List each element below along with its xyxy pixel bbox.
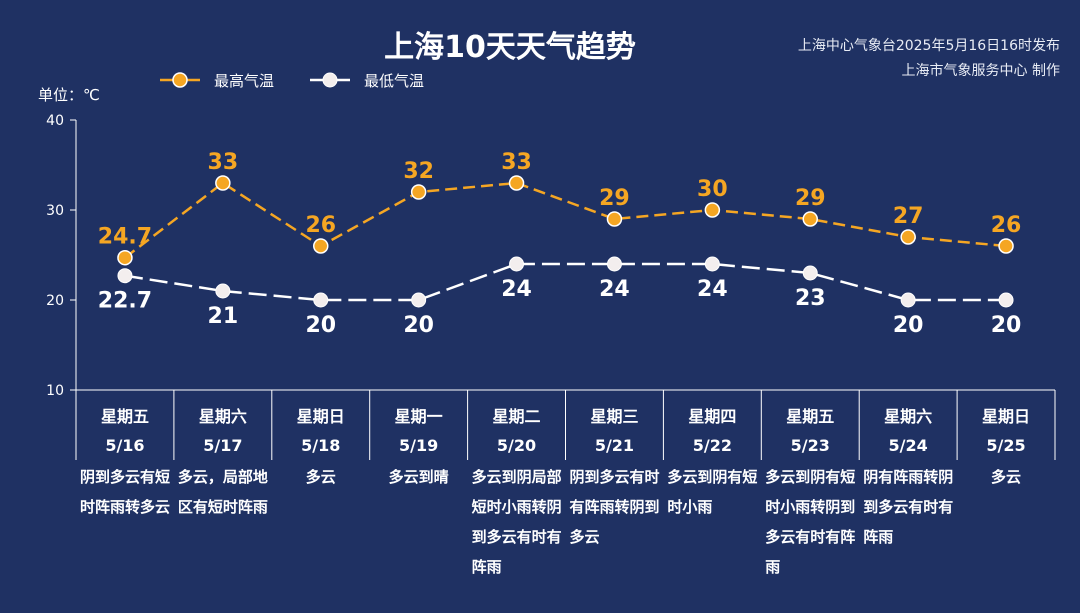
high-temp-data-label: 29 — [795, 186, 826, 211]
high-temp-point — [802, 211, 818, 227]
day-date-label: 5/21 — [595, 436, 634, 455]
high-temp-point — [508, 175, 525, 191]
chart-title: 上海10天天气趋势 — [384, 30, 636, 65]
low-temp-point — [117, 268, 133, 284]
high-temp-point — [410, 184, 427, 200]
weather-description: 阴到多云有时有阵雨转阴到多云 — [569, 468, 660, 546]
low-temp-point — [998, 292, 1014, 308]
day-name-label: 星期六 — [884, 407, 932, 426]
day-name-label: 星期五 — [786, 407, 834, 426]
day-name-label: 星期六 — [199, 407, 247, 426]
day-date-label: 5/16 — [105, 436, 144, 455]
y-axis-unit-label: 单位：℃ — [38, 86, 100, 104]
day-name-label: 星期二 — [493, 407, 541, 426]
y-tick-label: 40 — [46, 113, 64, 129]
weather-description: 多云到阴有短时小雨 — [667, 468, 758, 516]
high-temp-point — [117, 249, 133, 266]
low-temp-data-label: 23 — [795, 286, 826, 311]
day-date-label: 5/22 — [693, 436, 732, 455]
day-date-label: 5/17 — [203, 436, 242, 455]
issuer-info: 上海中心气象台2025年5月16日16时发布 上海市气象服务中心 制作 — [798, 34, 1060, 84]
weather-description: 多云到晴 — [388, 468, 449, 486]
day-name-label: 星期日 — [297, 407, 345, 426]
low-temp-data-label: 21 — [208, 304, 239, 329]
low-temp-point — [606, 256, 622, 272]
weather-description: 阴有阵雨转阴到多云有时有阵雨 — [863, 468, 954, 546]
low-temp-data-label: 20 — [991, 313, 1022, 338]
issuer-line-1: 上海中心气象台2025年5月16日16时发布 — [797, 38, 1060, 54]
day-date-label: 5/24 — [889, 436, 928, 455]
day-date-label: 5/19 — [399, 436, 438, 455]
high-temp-point — [998, 238, 1014, 254]
low-temp-point — [411, 292, 427, 308]
legend-low-label: 最低气温 — [364, 72, 424, 90]
day-date-label: 5/18 — [301, 436, 340, 455]
weather-description: 多云到阴局部短时小雨转阴到多云有时有阵雨 — [471, 468, 562, 576]
day-name-label: 星期四 — [688, 407, 736, 426]
low-temp-point — [900, 292, 916, 308]
low-temp-point — [313, 292, 329, 308]
high-temp-point — [900, 229, 916, 245]
high-temp-data-label: 26 — [991, 213, 1022, 238]
weather-description: 多云 — [991, 468, 1022, 486]
day-date-label: 5/25 — [986, 436, 1025, 455]
high-temp-point — [313, 238, 329, 254]
day-name-label: 星期三 — [590, 407, 638, 426]
high-temp-data-label: 30 — [697, 177, 728, 202]
legend-high-marker — [172, 72, 188, 88]
high-temp-data-label: 26 — [305, 213, 336, 238]
legend-low-marker — [322, 72, 338, 88]
low-temp-data-label: 24 — [501, 277, 532, 302]
day-name-label: 星期五 — [101, 407, 149, 426]
low-temp-data-label: 20 — [893, 313, 924, 338]
high-temp-line — [124, 181, 1007, 259]
low-temp-line — [124, 262, 1007, 302]
low-temp-point — [802, 265, 818, 281]
low-temp-data-label: 24 — [599, 277, 630, 302]
high-temp-point — [215, 175, 231, 191]
weather-description: 多云 — [305, 468, 336, 486]
y-tick-label: 30 — [46, 203, 64, 219]
high-temp-data-label: 33 — [501, 150, 532, 175]
low-temp-data-label: 20 — [403, 313, 434, 338]
high-temp-point — [606, 211, 623, 227]
day-name-label: 星期日 — [982, 407, 1030, 426]
low-temp-point — [704, 256, 720, 272]
y-tick-label: 10 — [46, 383, 64, 399]
low-temp-data-label: 22.7 — [98, 289, 152, 314]
high-temp-data-label: 29 — [599, 186, 630, 211]
high-temp-point — [704, 202, 721, 218]
day-date-label: 5/20 — [497, 436, 536, 455]
low-temp-data-label: 24 — [697, 277, 728, 302]
legend-high-label: 最高气温 — [214, 72, 274, 90]
day-name-label: 星期一 — [395, 407, 443, 426]
high-temp-data-label: 27 — [893, 204, 924, 229]
issuer-line-2: 上海市气象服务中心 制作 — [901, 63, 1060, 79]
day-date-label: 5/23 — [791, 436, 830, 455]
low-temp-point — [509, 256, 525, 272]
weather-description: 多云到阴有短时小雨转阴到多云有时有阵雨 — [765, 468, 856, 576]
high-temp-data-label: 33 — [208, 150, 239, 175]
high-temp-data-label: 24.7 — [98, 225, 152, 250]
low-temp-data-label: 20 — [305, 313, 336, 338]
weather-description: 多云，局部地区有短时阵雨 — [177, 468, 268, 516]
y-tick-label: 20 — [46, 293, 64, 309]
weather-description: 阴到多云有短时阵雨转多云 — [80, 468, 171, 516]
high-temp-data-label: 32 — [403, 159, 434, 184]
low-temp-point — [215, 283, 231, 299]
